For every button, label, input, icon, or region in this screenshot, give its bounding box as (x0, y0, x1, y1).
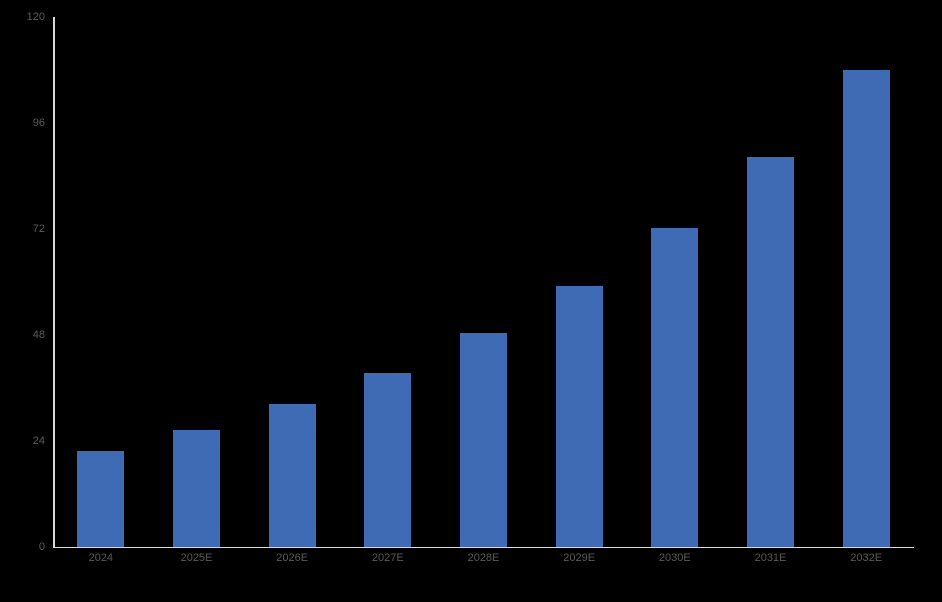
y-tick-label: 0 (38, 541, 45, 553)
plot-area: 21.7 26.5 32.4 39.5 48.5 59.2 72.3 88.4 108 (53, 17, 914, 548)
bar-2032E: 108 (842, 70, 890, 547)
bar-2028E: 48.5 (460, 332, 507, 547)
x-tick-label-2032E: 2032E (850, 552, 883, 564)
x-tick-label-2030E: 2030E (658, 552, 691, 564)
x-tick-label-2026E: 2026E (276, 552, 309, 564)
x-tick-label-2024: 2024 (88, 552, 114, 564)
x-axis-line (53, 546, 914, 548)
y-tick-label: 24 (32, 435, 45, 447)
y-tick-label: 48 (32, 329, 45, 341)
x-tick-label-2025E: 2025E (180, 552, 213, 564)
bar-2029E: 59.2 (555, 285, 603, 547)
bar-2024: 21.7 (77, 451, 125, 547)
bar-2030E: 72.3 (651, 227, 699, 547)
x-tick-label-2029E: 2029E (563, 552, 596, 564)
bar-2026E: 32.4 (268, 403, 316, 547)
y-axis-line (53, 17, 55, 547)
x-tick-label-2028E: 2028E (467, 552, 500, 564)
y-tick-label: 96 (32, 117, 45, 129)
x-tick-label-2031E: 2031E (754, 552, 787, 564)
x-tick-label-2027E: 2027E (371, 552, 404, 564)
bar-2031E: 88.4 (747, 156, 794, 547)
bar-2025E: 26.5 (173, 429, 220, 547)
y-tick-label: 120 (26, 11, 45, 23)
y-tick-label: 72 (32, 223, 45, 235)
bar-2027E: 39.5 (364, 372, 412, 547)
